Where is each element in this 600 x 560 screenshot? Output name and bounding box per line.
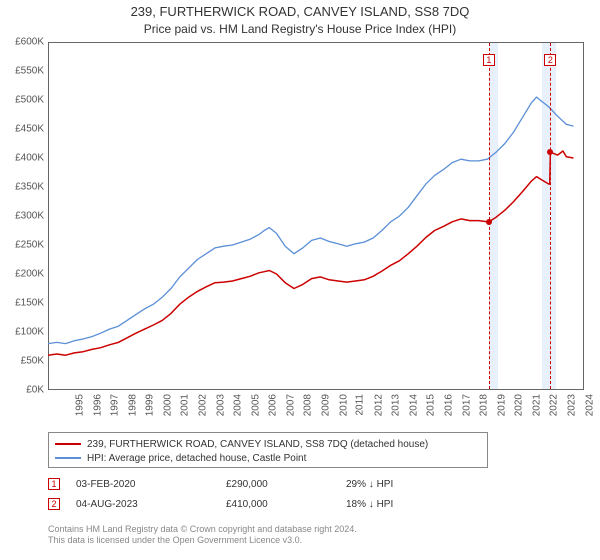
- footer: Contains HM Land Registry data © Crown c…: [48, 524, 357, 546]
- xtick-label: 2007: [285, 394, 296, 416]
- chart-subtitle: Price paid vs. HM Land Registry's House …: [0, 22, 600, 36]
- transaction-delta: 29% ↓ HPI: [346, 479, 466, 490]
- legend-item: 239, FURTHERWICK ROAD, CANVEY ISLAND, SS…: [55, 437, 481, 451]
- legend-item: HPI: Average price, detached house, Cast…: [55, 451, 481, 465]
- transaction-delta: 18% ↓ HPI: [346, 499, 466, 510]
- ytick-label: £400K: [2, 153, 44, 164]
- xtick-label: 2024: [584, 394, 595, 416]
- transaction-price: £410,000: [226, 499, 346, 510]
- series-hpi: [48, 97, 574, 344]
- xtick-label: 2016: [443, 394, 454, 416]
- plot-svg: [48, 42, 584, 390]
- legend-label: 239, FURTHERWICK ROAD, CANVEY ISLAND, SS…: [87, 439, 428, 450]
- chart-title: 239, FURTHERWICK ROAD, CANVEY ISLAND, SS…: [0, 4, 600, 19]
- marker-label: 1: [483, 54, 495, 66]
- ytick-label: £350K: [2, 182, 44, 193]
- price-dot: [486, 219, 492, 225]
- xtick-label: 2003: [215, 394, 226, 416]
- xtick-label: 2011: [355, 394, 366, 416]
- ytick-label: £550K: [2, 66, 44, 77]
- transaction-marker: 1: [48, 478, 60, 490]
- xtick-label: 2022: [549, 394, 560, 416]
- legend-box: 239, FURTHERWICK ROAD, CANVEY ISLAND, SS…: [48, 432, 488, 468]
- legend-swatch: [55, 457, 81, 459]
- transaction-row: 2 04-AUG-2023£410,00018% ↓ HPI: [48, 498, 466, 510]
- ytick-label: £150K: [2, 298, 44, 309]
- xtick-label: 1995: [74, 394, 85, 416]
- xtick-label: 2012: [373, 394, 384, 416]
- footer-line: Contains HM Land Registry data © Crown c…: [48, 524, 357, 535]
- xtick-label: 2009: [320, 394, 331, 416]
- xtick-label: 2006: [268, 394, 279, 416]
- xtick-label: 2015: [426, 394, 437, 416]
- plot-area: £0K£50K£100K£150K£200K£250K£300K£350K£40…: [48, 42, 584, 390]
- ytick-label: £0K: [2, 385, 44, 396]
- ytick-label: £450K: [2, 124, 44, 135]
- xtick-label: 2021: [531, 394, 542, 416]
- xtick-label: 2020: [514, 394, 525, 416]
- legend-label: HPI: Average price, detached house, Cast…: [87, 453, 306, 464]
- legend-swatch: [55, 443, 81, 445]
- xtick-label: 2000: [162, 394, 173, 416]
- transaction-date: 04-AUG-2023: [76, 499, 226, 510]
- transaction-date: 03-FEB-2020: [76, 479, 226, 490]
- xtick-label: 2005: [250, 394, 261, 416]
- xtick-label: 2019: [496, 394, 507, 416]
- xtick-label: 2018: [478, 394, 489, 416]
- marker-label: 2: [544, 54, 556, 66]
- xtick-label: 1997: [109, 394, 120, 416]
- ytick-label: £100K: [2, 327, 44, 338]
- ytick-label: £500K: [2, 95, 44, 106]
- xtick-label: 2001: [180, 394, 191, 416]
- xtick-label: 2002: [197, 394, 208, 416]
- ytick-label: £250K: [2, 240, 44, 251]
- xtick-label: 1996: [92, 394, 103, 416]
- series-price: [48, 151, 574, 355]
- chart-container: 239, FURTHERWICK ROAD, CANVEY ISLAND, SS…: [0, 0, 600, 560]
- xtick-label: 2017: [461, 394, 472, 416]
- xtick-label: 2013: [391, 394, 402, 416]
- xtick-label: 2004: [232, 394, 243, 416]
- marker-vline: [489, 43, 490, 389]
- xtick-label: 2010: [338, 394, 349, 416]
- xtick-label: 1998: [127, 394, 138, 416]
- xtick-label: 2008: [303, 394, 314, 416]
- marker-vline: [550, 43, 551, 389]
- ytick-label: £50K: [2, 356, 44, 367]
- xtick-label: 2023: [566, 394, 577, 416]
- transaction-marker: 2: [48, 498, 60, 510]
- xtick-label: 2014: [408, 394, 419, 416]
- ytick-label: £600K: [2, 37, 44, 48]
- xtick-label: 1999: [145, 394, 156, 416]
- ytick-label: £200K: [2, 269, 44, 280]
- transaction-row: 1 03-FEB-2020£290,00029% ↓ HPI: [48, 478, 466, 490]
- ytick-label: £300K: [2, 211, 44, 222]
- footer-line: This data is licensed under the Open Gov…: [48, 535, 357, 546]
- transaction-price: £290,000: [226, 479, 346, 490]
